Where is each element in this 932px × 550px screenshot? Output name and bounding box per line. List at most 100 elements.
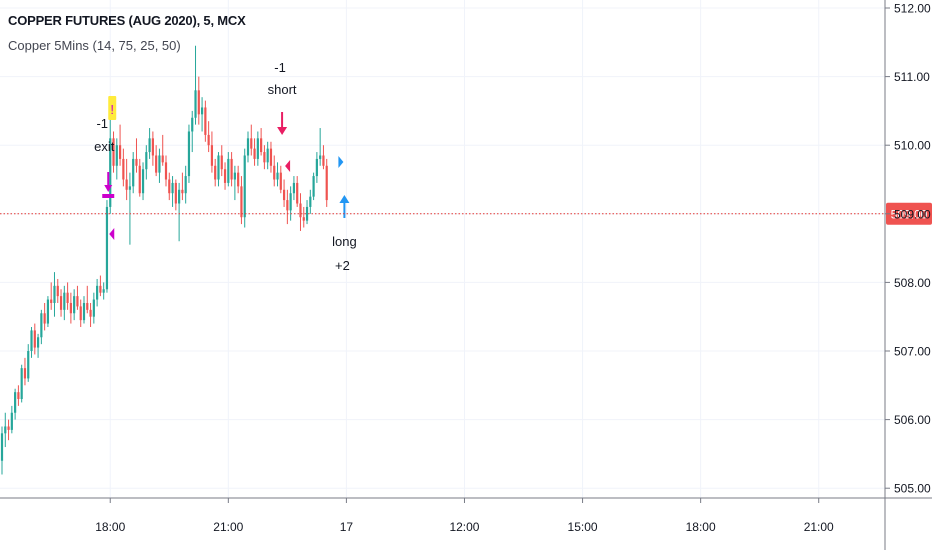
- candle-body: [161, 155, 164, 163]
- candle-body: [20, 368, 23, 400]
- candle-body: [325, 165, 328, 201]
- short-arrow-head: [277, 127, 288, 135]
- candle-body: [63, 292, 66, 310]
- candle-body: [86, 302, 89, 310]
- candle-body: [292, 182, 296, 194]
- candle-body: [263, 152, 266, 163]
- x-tick-label: 15:00: [568, 520, 598, 534]
- candle-body: [4, 426, 7, 434]
- plot-background: [0, 0, 885, 498]
- candle-body: [158, 155, 161, 173]
- candle-body: [302, 217, 305, 221]
- candle-body: [89, 309, 92, 317]
- candle-body: [73, 296, 76, 314]
- candle-body: [148, 138, 151, 153]
- y-tick-label: 511.00: [894, 70, 930, 84]
- candle-body: [243, 155, 246, 218]
- candle-body: [40, 313, 43, 338]
- long-text-label: long: [332, 234, 357, 249]
- short-qty-label: -1: [274, 60, 286, 75]
- y-tick-label: 509.00: [894, 207, 931, 221]
- long-qty-label: +2: [335, 258, 350, 273]
- candle-body: [138, 165, 141, 194]
- candle-body: [187, 131, 191, 177]
- candle-body: [256, 138, 259, 159]
- candle-body: [204, 107, 207, 135]
- x-tick-label: 18:00: [686, 520, 716, 534]
- y-tick-label: 512.00: [894, 2, 931, 16]
- y-tick-label: 510.00: [894, 139, 931, 153]
- indicator-legend[interactable]: Copper 5Mins (14, 75, 25, 50): [8, 38, 181, 53]
- candle-body: [53, 285, 56, 303]
- last-price-line: 509.00: [0, 202, 932, 225]
- candle-body: [200, 107, 204, 115]
- candle-body: [197, 90, 200, 115]
- candle-body: [174, 182, 177, 204]
- x-tick-label: 21:00: [804, 520, 834, 534]
- candle-body: [122, 158, 125, 180]
- candle-body: [135, 158, 138, 166]
- candle-body: [10, 412, 13, 430]
- candle-body: [105, 206, 109, 290]
- price-axis[interactable]: 505.00 506.00 507.00 508.00 509.00 510.00 511.…: [884, 0, 931, 550]
- x-tick-label: 12:00: [449, 520, 479, 534]
- candle-body: [210, 145, 214, 166]
- candle-body: [223, 169, 227, 183]
- candle-body: [118, 145, 122, 159]
- candle-body: [30, 330, 33, 351]
- exit-bar-marker: [102, 194, 115, 198]
- candle-body: [273, 165, 276, 180]
- short-text-label: short: [268, 82, 297, 97]
- candle-body: [276, 172, 279, 180]
- candle-body: [69, 302, 72, 314]
- candle-body: [76, 296, 79, 307]
- candle-body: [296, 182, 299, 204]
- candle-body: [79, 306, 82, 321]
- y-tick-label: 507.00: [894, 345, 931, 359]
- chart-grid: [0, 0, 885, 498]
- candle-body: [250, 138, 253, 149]
- candle-body: [112, 138, 115, 166]
- last-price-label: 509.00: [891, 207, 928, 221]
- candle-body: [214, 165, 217, 180]
- candle-body: [279, 172, 282, 190]
- candle-body: [233, 172, 236, 180]
- x-tick-label: 18:00: [95, 520, 125, 534]
- candle-body: [168, 179, 171, 194]
- candle-body: [230, 158, 233, 180]
- exit-arrow-head: [104, 185, 113, 192]
- candle-body: [141, 169, 145, 194]
- candle-body: [207, 134, 210, 146]
- candle-body: [315, 158, 318, 177]
- candle-body: [289, 193, 292, 211]
- candle-body: [312, 176, 315, 197]
- candle-body: [151, 138, 154, 156]
- candle-body: [269, 148, 273, 166]
- candle-body: [184, 176, 187, 194]
- candle-body: [33, 330, 36, 348]
- x-tick-label: 17: [340, 520, 354, 534]
- candle-body: [220, 155, 223, 170]
- x-tick-label: 21:00: [213, 520, 243, 534]
- candle-body: [171, 182, 174, 194]
- exit-side-triangle: [109, 228, 115, 240]
- candle-body: [237, 172, 240, 187]
- long-arrow-head: [339, 195, 350, 203]
- candle-body: [46, 299, 50, 324]
- symbol-title[interactable]: COPPER FUTURES (AUG 2020), 5, MCX: [8, 13, 246, 28]
- candle-body: [246, 138, 250, 156]
- time-axis[interactable]: 18:00 21:00 17 12:00 15:00 18:00 21:00: [0, 497, 932, 534]
- exit-flag-glyph: !: [110, 102, 114, 117]
- candle-body: [145, 152, 148, 170]
- candle-body: [17, 392, 20, 400]
- exit-text-label: exit: [94, 139, 115, 154]
- candle-body: [109, 138, 112, 207]
- candle-body: [115, 145, 118, 166]
- candle-body: [50, 299, 53, 303]
- candle-body: [155, 155, 158, 173]
- candle-body: [282, 189, 286, 201]
- exit-flag-badge: [108, 96, 117, 120]
- y-tick-label: 508.00: [894, 276, 931, 290]
